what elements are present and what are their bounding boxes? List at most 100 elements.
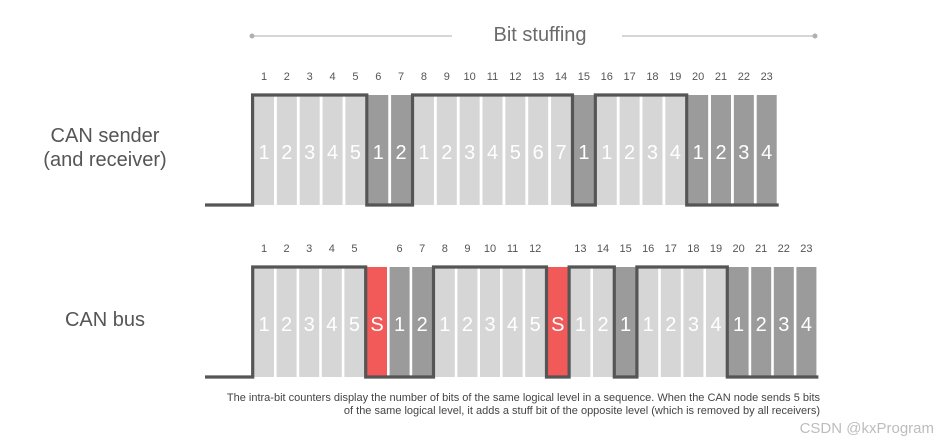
bit-cell-text-r1-18: 2 [665,314,676,336]
bit-number-r0-18: 19 [669,71,681,83]
bit-number-r0-11: 12 [509,71,521,83]
bit-number-r0-0: 1 [261,71,267,83]
bit-number-r1-1: 2 [284,243,290,255]
bit-number-r1-23: 22 [778,243,790,255]
bit-cell-r0-5 [368,95,389,205]
row-label-bus-line-1: CAN bus [64,309,146,331]
bit-cell-r0-16 [619,95,640,205]
bit-number-r0-22: 23 [761,71,773,83]
bit-number-r0-15: 16 [601,71,613,83]
bit-cell-r0-15 [596,95,617,205]
bit-cell-r1-3 [321,267,342,377]
bit-cell-text-r1-19: 3 [688,314,699,336]
bit-number-r1-2: 3 [306,243,312,255]
bit-cell-text-r0-18: 4 [670,142,681,164]
bit-cell-text-r1-1: 2 [281,314,292,336]
bit-number-r0-3: 4 [329,71,335,83]
bit-cell-text-r1-0: 1 [258,314,269,336]
bit-cell-r0-2 [299,95,320,205]
bit-cell-r0-18 [665,95,686,205]
bit-cell-r1-4 [344,267,365,377]
bit-number-r1-3: 4 [329,243,335,255]
bit-cell-text-r0-0: 1 [258,142,269,164]
caption-line-1: The intra-bit counters display the numbe… [226,392,820,404]
bit-cell-r0-7 [413,95,434,205]
bit-cell-r0-8 [436,95,457,205]
bit-number-r1-19: 18 [687,243,699,255]
bit-cell-text-r1-24: 4 [801,314,812,336]
bit-cell-text-r0-16: 2 [624,142,635,164]
bit-cell-text-r1-13: S [551,314,564,336]
row-label-bus: CAN bus [20,308,190,332]
bit-cell-r1-14 [570,267,591,377]
bit-number-r0-20: 21 [715,71,727,83]
bit-cell-r0-10 [482,95,503,205]
bit-cell-r0-13 [551,95,572,205]
bit-cell-r1-0 [254,267,274,377]
bit-number-r0-4: 5 [352,71,358,83]
bit-number-r0-2: 3 [307,71,313,83]
bit-cell-text-r0-22: 4 [761,142,772,164]
bit-cell-r0-19 [688,95,709,205]
bit-cell-r1-20 [706,267,726,377]
bit-cell-r1-22 [751,267,772,377]
title-rule-left-dot [249,33,255,39]
bit-number-r0-7: 8 [421,71,427,83]
bit-cell-r1-15 [593,267,613,377]
bit-number-r1-6: 6 [397,243,403,255]
bit-cell-text-r1-5: S [370,314,383,336]
bit-cell-r1-23 [773,267,794,377]
bit-number-r0-12: 13 [532,71,544,83]
bit-cell-r0-14 [573,95,594,205]
bit-cell-r0-6 [391,95,412,205]
bit-cell-text-r1-8: 1 [439,314,450,336]
bit-cell-text-r1-23: 3 [778,314,789,336]
bit-cell-r1-11 [502,267,523,377]
bit-cell-text-r0-20: 2 [715,142,726,164]
bit-cell-r0-12 [528,95,549,205]
row-label-sender-line-1: CAN sender [50,125,160,147]
bit-number-r0-10: 11 [487,71,498,83]
bit-cell-text-r0-9: 3 [464,142,475,164]
bit-number-r1-14: 13 [574,243,586,255]
watermark: CSDN @kxProgram [799,420,934,437]
bit-number-r0-21: 22 [738,71,750,83]
bit-number-r1-17: 16 [642,243,654,255]
bit-cell-r1-5 [367,267,387,377]
bit-number-r1-15: 14 [597,243,609,255]
bit-number-r1-24: 23 [800,243,812,255]
bit-cell-text-r0-11: 5 [510,142,521,164]
bit-cell-r1-12 [525,267,546,377]
bit-cell-r1-17 [638,267,659,377]
waveform-r1 [205,265,819,379]
bit-cell-text-r0-8: 2 [441,142,452,164]
bit-cell-text-r0-2: 3 [304,142,315,164]
bit-cell-r0-20 [711,95,731,205]
bit-cell-r0-22 [756,95,777,205]
bit-cell-text-r0-17: 3 [647,142,658,164]
bit-number-r0-6: 7 [398,71,404,83]
bit-cell-text-r1-4: 5 [349,314,360,336]
bit-cell-text-r1-10: 3 [484,314,495,336]
bit-cell-text-r0-21: 3 [738,142,749,164]
bit-cell-text-r1-12: 5 [530,314,541,336]
bit-number-r0-1: 2 [284,71,290,83]
bit-number-r0-17: 18 [646,71,658,83]
bit-cell-text-r1-9: 2 [462,314,473,336]
bit-cell-text-r1-11: 4 [507,314,518,336]
bit-cell-r0-17 [642,95,663,205]
bit-number-r1-22: 21 [755,243,767,255]
bit-number-r1-8: 8 [442,243,448,255]
bit-number-r1-12: 12 [529,243,541,255]
bit-cell-text-r1-15: 2 [597,314,608,336]
bit-cell-text-r0-7: 1 [418,142,429,164]
bit-cell-text-r0-15: 1 [601,142,612,164]
bit-cell-text-r1-6: 1 [394,314,405,336]
bit-cell-r1-2 [299,267,320,377]
bit-number-r0-19: 20 [692,71,704,83]
bit-number-r0-14: 15 [578,71,590,83]
bit-number-r1-11: 11 [507,243,518,255]
bit-cell-r1-6 [389,267,410,377]
